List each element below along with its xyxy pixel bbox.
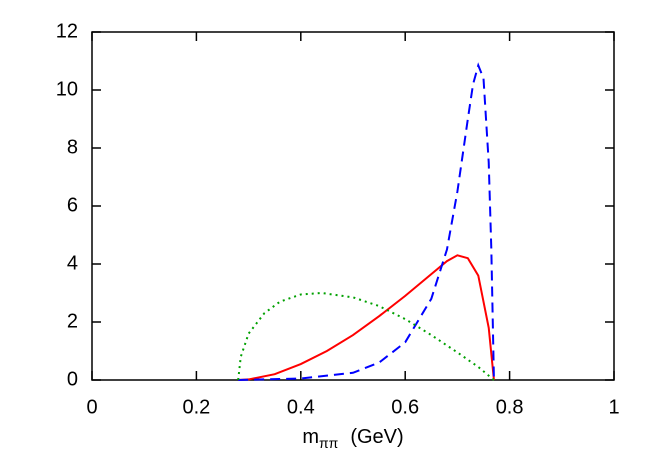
y-tick-label: 2 <box>67 310 78 332</box>
x-axis-label: mππ (GeV) <box>302 426 403 450</box>
x-tick-label: 0.8 <box>496 396 524 418</box>
data-line <box>238 62 495 381</box>
y-tick-label: 8 <box>67 136 78 158</box>
data-line <box>237 291 495 381</box>
x-tick-label: 0.6 <box>391 396 419 418</box>
y-tick-label: 12 <box>56 20 78 42</box>
x-tick-label: 0.2 <box>182 396 210 418</box>
x-tick-label: 0 <box>86 396 97 418</box>
x-label-symbol: m <box>302 426 319 448</box>
y-tick-label: 4 <box>67 252 78 274</box>
x-tick-label: 0.4 <box>287 396 315 418</box>
y-tick-label: 10 <box>56 78 78 100</box>
x-label-unit: (GeV) <box>350 426 403 448</box>
x-tick-label: 1 <box>608 396 619 418</box>
y-tick-label: 6 <box>67 194 78 216</box>
x-label-subscript: ππ <box>319 435 339 451</box>
data-line <box>238 254 495 381</box>
plot-frame <box>91 31 615 381</box>
y-tick-label: 0 <box>67 368 78 390</box>
